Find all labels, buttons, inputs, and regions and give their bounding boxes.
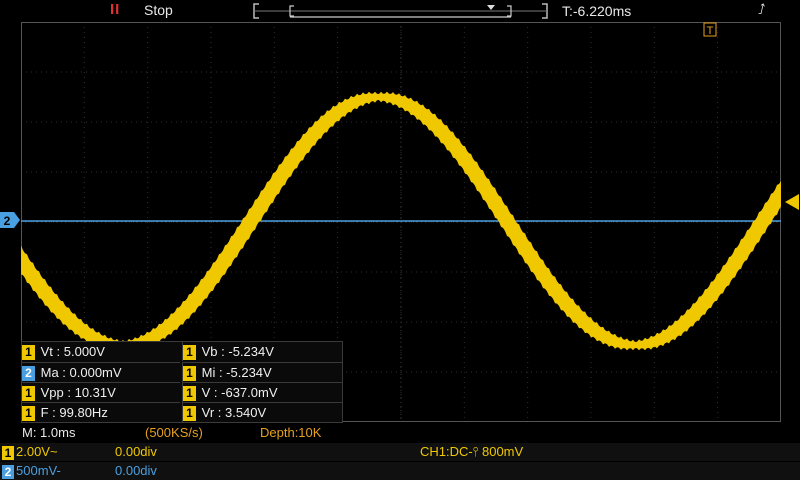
measurement-text: Vb : -5.234V [201, 344, 274, 359]
measurement-text: Vt : 5.000V [40, 344, 105, 359]
timebase-scale[interactable]: M: 1.0ms [22, 425, 76, 440]
top-status-bar: II Stop T:-6.220ms ⭜ [0, 0, 800, 22]
pause-icon[interactable]: II [110, 1, 121, 18]
bottom-status-area: M: 1.0ms (500KS/s) Depth:10K 1 2.00V~ 0.0… [0, 422, 800, 480]
trigger-level-marker[interactable] [783, 194, 800, 210]
trigger-marker-label: T [707, 25, 714, 37]
measurement-vtop: 1 Vt : 5.000V [22, 342, 180, 361]
measurement-text: V : -637.0mV [201, 385, 278, 400]
trigger-position-icon: T [703, 22, 717, 37]
measurement-max: 2 Ma : 0.000mV [22, 362, 180, 382]
measurement-vavg: 1 V : -637.0mV [182, 382, 343, 402]
measurement-vrms: 1 Vr : 3.540V [182, 402, 343, 422]
ch2-offset[interactable]: 0.00div [115, 463, 157, 478]
channel-badge: 1 [22, 406, 35, 422]
graticule-border [21, 22, 781, 422]
ch2-scale[interactable]: 2 500mV- [2, 463, 61, 479]
channel-badge: 1 [183, 366, 196, 382]
channel-badge: 1 [183, 345, 196, 361]
graticule-grid [21, 22, 781, 422]
memory-depth[interactable]: Depth:10K [260, 425, 322, 440]
trigger-time-readout: T:-6.220ms [562, 3, 632, 19]
waveform-display[interactable]: T [21, 22, 781, 422]
ch1-badge: 1 [2, 445, 14, 460]
channel-badge: 1 [22, 345, 35, 361]
measurement-text: Mi : -5.234V [201, 365, 272, 380]
ch2-offset-marker[interactable]: 2 [0, 212, 21, 228]
memory-position-bar[interactable] [253, 2, 553, 20]
ch1-offset[interactable]: 0.00div [115, 444, 157, 459]
run-state-label[interactable]: Stop [144, 2, 173, 18]
channel-badge: 1 [183, 386, 196, 402]
usb-icon: ⭜ [758, 1, 766, 17]
measurement-vbase: 1 Vb : -5.234V [182, 342, 343, 361]
measurement-min: 1 Mi : -5.234V [182, 362, 343, 382]
measurement-text: Vr : 3.540V [201, 405, 267, 420]
ch2-marker-label: 2 [4, 214, 11, 228]
measurement-panel: 1 Vt : 5.000V 1 Vb : -5.234V 2 Ma : 0.00… [21, 341, 343, 423]
ch1-scale[interactable]: 1 2.00V~ [2, 444, 58, 460]
channel-badge: 1 [183, 406, 196, 422]
ch2-status-row[interactable]: 2 500mV- 0.00div [0, 462, 800, 480]
measurement-text: Vpp : 10.31V [40, 385, 116, 400]
measurement-vpp: 1 Vpp : 10.31V [22, 382, 180, 402]
ch1-scale-value: 2.00V~ [16, 444, 58, 459]
ch1-status-row[interactable]: 1 2.00V~ 0.00div CH1:DC-⫯ 800mV [0, 443, 800, 461]
channel-badge: 1 [22, 386, 35, 402]
channel-badge: 2 [22, 366, 35, 382]
ch2-scale-value: 500mV- [16, 463, 61, 478]
measurement-text: Ma : 0.000mV [40, 365, 122, 380]
measurement-text: F : 99.80Hz [40, 405, 108, 420]
ch1-trace [21, 91, 781, 351]
measurement-frequency: 1 F : 99.80Hz [22, 402, 180, 422]
sample-rate: (500KS/s) [145, 425, 203, 440]
trigger-info[interactable]: CH1:DC-⫯ 800mV [420, 444, 524, 459]
trigger-position-marker [487, 5, 495, 10]
ch2-badge: 2 [2, 464, 14, 479]
